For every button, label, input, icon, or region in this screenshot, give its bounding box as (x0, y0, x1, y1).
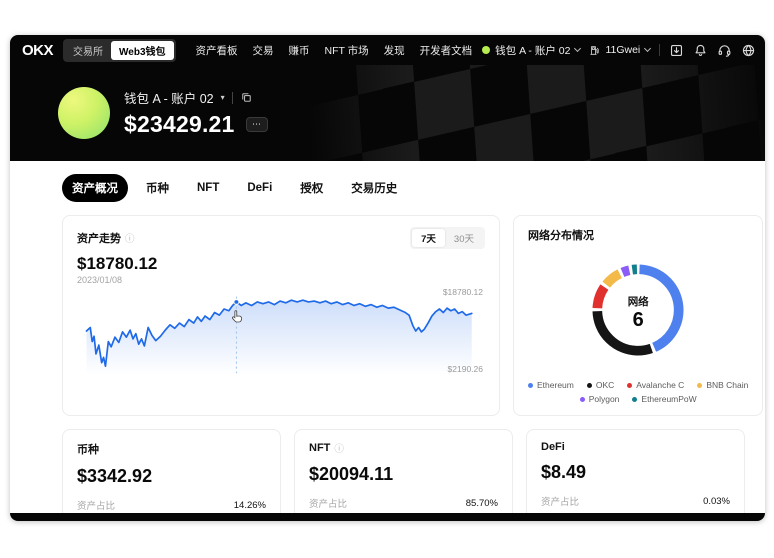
account-label: 钱包 A - 账户 02 (495, 44, 571, 57)
nav-menu: 资产看板 交易 赚币 NFT 市场 发现 开发者文档 (196, 43, 473, 58)
support-headset-icon[interactable] (717, 43, 732, 58)
ratio-label: 资产占比 (77, 501, 116, 512)
nav-menu-item[interactable]: 交易 (252, 44, 274, 57)
nav-menu-item[interactable]: 发现 (383, 44, 405, 57)
app-window: OKX 交易所 Web3钱包 资产看板 交易 赚币 NFT 市场 发现 开发者文档 钱包 A… (10, 35, 765, 521)
donut-segment-Ethereum (592, 264, 684, 356)
tab-资产概况[interactable]: 资产概况 (62, 174, 128, 202)
nav-menu-item[interactable]: NFT 市场 (324, 44, 369, 57)
wallet-avatar[interactable] (58, 87, 110, 139)
nav-divider (659, 44, 661, 56)
range-segmented-control: 7天 30天 (410, 227, 485, 249)
nft-card-title: NFT (309, 442, 331, 454)
legend-label: BNB Chain (706, 380, 749, 390)
ratio-label: 资产占比 (309, 499, 348, 510)
tokens-card: 币种 $3342.92 资产占比 14.26% ◆$▲◈◇∞ › (62, 429, 281, 513)
gas-price-label: 11Gwei (605, 44, 641, 56)
tab-交易历史[interactable]: 交易历史 (351, 183, 398, 195)
range-button[interactable]: 7天 (412, 229, 445, 247)
legend-label: EthereumPoW (641, 394, 697, 404)
copy-address-icon[interactable] (240, 91, 253, 104)
globe-language-icon[interactable] (741, 43, 756, 58)
legend-item-BNB Chain: BNB Chain (697, 380, 748, 390)
total-balance: $23429.21 (124, 111, 235, 137)
y-max-label: $18780.12 (442, 287, 483, 297)
defi-percent: 0.03% (703, 495, 730, 507)
legend-label: OKC (595, 380, 615, 390)
tokens-value: $3342.92 (77, 466, 153, 486)
wallet-name[interactable]: 钱包 A - 账户 02 (124, 92, 214, 106)
okx-logo: OKX (22, 41, 54, 59)
nav-right: 钱包 A - 账户 02 11Gwei (482, 43, 756, 58)
donut-segment-OKC (592, 264, 684, 356)
wallet-hero: 钱包 A - 账户 02 ▾ $23429.21 ⋯ (10, 65, 765, 161)
legend-item-EthereumPoW: EthereumPoW (632, 394, 697, 404)
defi-card-title: DeFi (541, 441, 565, 453)
nav-menu-item[interactable]: 开发者文档 (419, 44, 473, 57)
exchange-wallet-toggle[interactable]: 交易所 Web3钱包 (63, 38, 176, 62)
summary-row: 币种 $3342.92 资产占比 14.26% ◆$▲◈◇∞ › NFT ⓘ (62, 429, 745, 513)
donut-center-value: 6 (632, 309, 644, 331)
range-button[interactable]: 30天 (453, 234, 474, 245)
trend-chart-area[interactable]: $18780.12 $2190.26 (77, 287, 485, 375)
legend-dot (586, 382, 592, 388)
more-actions-button[interactable]: ⋯ (245, 117, 268, 132)
info-icon[interactable]: ⓘ (334, 444, 344, 455)
line-chart (77, 287, 485, 375)
network-legend: Ethereum OKC Avalanche C BNB Chain Polygon Et… (528, 380, 748, 404)
account-dropdown[interactable]: 钱包 A - 账户 02 (482, 43, 582, 58)
chevron-down-icon (574, 44, 582, 53)
tab-授权[interactable]: 授权 (300, 183, 324, 195)
legend-item-Avalanche C: Avalanche C (627, 380, 684, 390)
legend-label: Ethereum (537, 380, 574, 390)
trend-current-value: $18780.12 (77, 254, 158, 273)
asset-trend-card: 资产走势 ⓘ 7天 30天 $18780.12 2023/01/08 (62, 215, 500, 416)
download-app-icon[interactable] (669, 43, 684, 58)
legend-item-Ethereum: Ethereum (528, 380, 574, 390)
gas-dropdown[interactable]: 11Gwei (589, 44, 652, 56)
legend-dot (579, 396, 585, 402)
network-card-title: 网络分布情况 (528, 230, 594, 242)
bell-icon[interactable] (693, 43, 708, 58)
nft-percent: 85.70% (465, 497, 498, 509)
tab-NFT[interactable]: NFT (197, 182, 220, 194)
gas-pump-icon (589, 45, 600, 56)
info-icon[interactable]: ⓘ (125, 234, 135, 245)
nav-menu-item[interactable]: 赚币 (288, 44, 310, 57)
nav-menu-item[interactable]: 资产看板 (195, 44, 238, 57)
tab-DeFi[interactable]: DeFi (247, 182, 273, 194)
y-min-label: $2190.26 (447, 364, 483, 374)
tokens-percent: 14.26% (233, 499, 266, 511)
tokens-card-title: 币种 (77, 444, 99, 456)
donut-center-label: 网络 (627, 296, 649, 308)
section-tabs: 资产概况 币种 NFT DeFi 授权 交易历史 (62, 174, 745, 202)
donut-chart (592, 264, 684, 356)
toggle-active[interactable]: Web3钱包 (111, 40, 174, 60)
nft-card: NFT ⓘ $20094.11 资产占比 85.70% › (294, 429, 513, 513)
chevron-down-icon (644, 44, 652, 53)
defi-card: DeFi $8.49 资产占比 0.03% P◉✱ › (526, 429, 745, 513)
caret-down-icon[interactable]: ▾ (220, 93, 225, 102)
tab-币种[interactable]: 币种 (146, 183, 169, 195)
account-status-dot (482, 46, 491, 54)
legend-item-OKC: OKC (586, 380, 615, 390)
legend-item-Polygon: Polygon (579, 394, 620, 404)
legend-label: Polygon (588, 394, 620, 404)
trend-date: 2023/01/08 (77, 275, 123, 285)
defi-value: $8.49 (541, 462, 587, 482)
hero-divider (231, 91, 233, 104)
legend-dot (632, 396, 638, 402)
top-nav: OKX 交易所 Web3钱包 资产看板 交易 赚币 NFT 市场 发现 开发者文档 钱包 A… (10, 35, 765, 65)
main-content: 资产概况 币种 NFT DeFi 授权 交易历史 资产走势 ⓘ 7天 30天 $18780.… (10, 161, 765, 513)
asset-trend-title: 资产走势 (77, 233, 121, 245)
toggle-inactive[interactable]: 交易所 (73, 46, 104, 58)
legend-dot (697, 382, 703, 388)
ratio-label: 资产占比 (541, 497, 580, 508)
legend-dot (627, 382, 633, 388)
network-distribution-card: 网络分布情况 网络 6 Ethereum OKC Avalanche C BNB Ch… (513, 215, 764, 416)
nft-value: $20094.11 (309, 464, 394, 484)
legend-dot (528, 382, 533, 388)
network-donut[interactable]: 网络 6 (579, 251, 697, 374)
legend-label: Avalanche C (636, 380, 685, 390)
